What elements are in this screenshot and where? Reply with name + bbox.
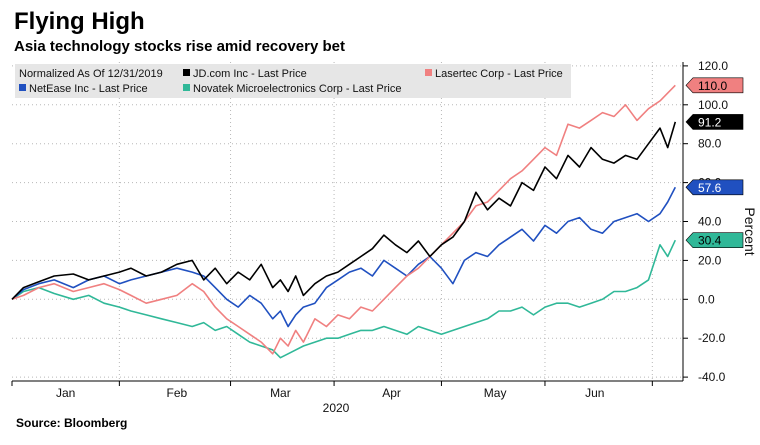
legend-entry: Lasertec Corp - Last Price	[425, 68, 563, 80]
x-tick-label: Jan	[56, 386, 75, 400]
y-tick-label: -20.0	[698, 331, 726, 345]
tag-shape	[685, 77, 744, 94]
y-axis-label: Percent	[742, 207, 758, 255]
x-tick-label: May	[484, 386, 507, 400]
chart-subtitle: Asia technology stocks rise amid recover…	[14, 38, 345, 55]
last-value-tag: 91.2	[685, 114, 744, 130]
y-tick-label: 20.0	[698, 253, 722, 267]
legend-swatch	[425, 69, 432, 76]
legend-entry: Novatek Microelectronics Corp - Last Pri…	[183, 83, 401, 95]
last-value-tag: 110.0	[685, 77, 744, 94]
source-note: Source: Bloomberg	[16, 416, 128, 430]
x-tick-label: Apr	[382, 386, 401, 400]
chart-title: Flying High	[14, 8, 145, 35]
legend-label: NetEase Inc - Last Price	[29, 83, 148, 95]
tag-label: 91.2	[698, 115, 722, 129]
tag-label: 30.4	[698, 234, 722, 248]
series-line-3	[11, 239, 677, 359]
series-lines	[11, 84, 677, 359]
tag-label: 57.6	[698, 181, 722, 195]
last-value-tag: 30.4	[685, 232, 744, 248]
legend-entry: NetEase Inc - Last Price	[19, 83, 148, 95]
x-tick-label: Feb	[167, 386, 188, 400]
legend-note: Normalized As Of 12/31/2019	[19, 68, 163, 80]
legend-swatch	[183, 69, 190, 76]
last-value-tags: 91.2 110.0 57.6 30.4	[685, 77, 744, 248]
legend-swatch	[19, 84, 26, 91]
tag-shape	[685, 114, 744, 130]
legend-label: Novatek Microelectronics Corp - Last Pri…	[193, 83, 401, 95]
legend-label: Lasertec Corp - Last Price	[435, 68, 563, 80]
tag-shape	[685, 232, 744, 248]
x-tick-label: Mar	[270, 386, 291, 400]
legend: Normalized As Of 12/31/2019 JD.com Inc - …	[15, 64, 571, 98]
y-tick-label: 80.0	[698, 137, 722, 151]
x-tick-label: Jun	[585, 386, 604, 400]
tag-shape	[685, 179, 744, 196]
y-tick-label: 0.0	[698, 292, 715, 306]
y-tick-label: 100.0	[698, 98, 728, 112]
x-axis-label: 2020	[323, 401, 350, 415]
series-line-1	[11, 84, 676, 355]
y-tick-label: -40.0	[698, 370, 726, 384]
legend-entry: JD.com Inc - Last Price	[183, 68, 307, 80]
series-line-0	[11, 121, 677, 300]
legend-swatch	[183, 84, 190, 91]
y-tick-label: 40.0	[698, 215, 722, 229]
tag-label: 110.0	[698, 79, 727, 93]
y-tick-label: 120.0	[698, 59, 728, 73]
last-value-tag: 57.6	[685, 179, 744, 196]
legend-box	[15, 64, 571, 98]
legend-label: JD.com Inc - Last Price	[193, 68, 307, 80]
